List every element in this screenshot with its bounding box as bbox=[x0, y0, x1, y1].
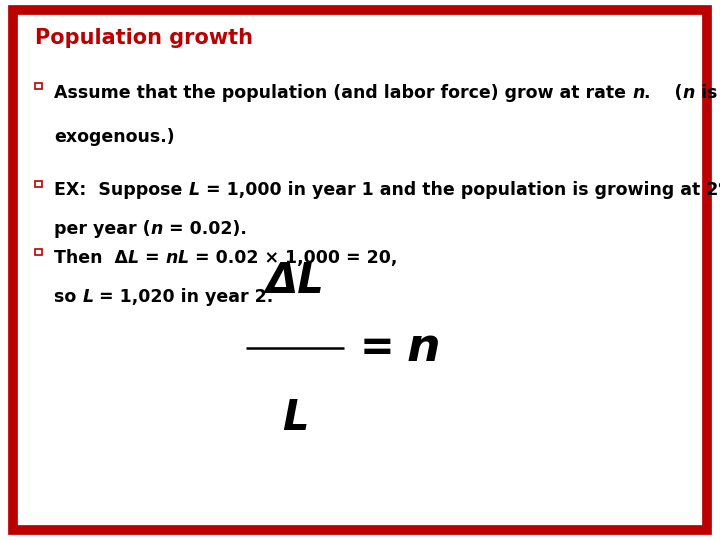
Text: L: L bbox=[82, 288, 94, 306]
Text: .    (: . ( bbox=[644, 84, 683, 102]
Text: L: L bbox=[282, 397, 308, 439]
Text: is: is bbox=[696, 84, 718, 102]
Text: exogenous.): exogenous.) bbox=[54, 128, 175, 146]
Text: Assume that the population (and labor force) grow at rate: Assume that the population (and labor fo… bbox=[54, 84, 632, 102]
Text: n: n bbox=[150, 220, 163, 238]
Bar bbox=[35, 83, 42, 89]
Text: n: n bbox=[683, 84, 696, 102]
Bar bbox=[35, 249, 42, 255]
Text: n: n bbox=[407, 326, 441, 371]
Text: Then  Δ: Then Δ bbox=[54, 249, 128, 267]
Text: per year (: per year ( bbox=[54, 220, 150, 238]
Text: L: L bbox=[189, 181, 199, 199]
Text: L: L bbox=[128, 249, 139, 267]
Text: L: L bbox=[178, 249, 189, 267]
FancyBboxPatch shape bbox=[13, 10, 707, 530]
Bar bbox=[35, 180, 42, 186]
Text: n: n bbox=[632, 84, 644, 102]
Text: = 1,000 in year 1 and the population is growing at 2%: = 1,000 in year 1 and the population is … bbox=[199, 181, 720, 199]
Text: = 0.02 × 1,000 = 20,: = 0.02 × 1,000 = 20, bbox=[189, 249, 397, 267]
Text: Population growth: Population growth bbox=[35, 28, 253, 48]
Text: n: n bbox=[166, 249, 178, 267]
Text: = 1,020 in year 2.: = 1,020 in year 2. bbox=[94, 288, 274, 306]
Text: EX:  Suppose: EX: Suppose bbox=[54, 181, 189, 199]
Text: ΔL: ΔL bbox=[266, 260, 325, 302]
Text: =: = bbox=[139, 249, 166, 267]
Text: =: = bbox=[360, 327, 395, 369]
Text: = 0.02).: = 0.02). bbox=[163, 220, 247, 238]
Text: so: so bbox=[54, 288, 82, 306]
